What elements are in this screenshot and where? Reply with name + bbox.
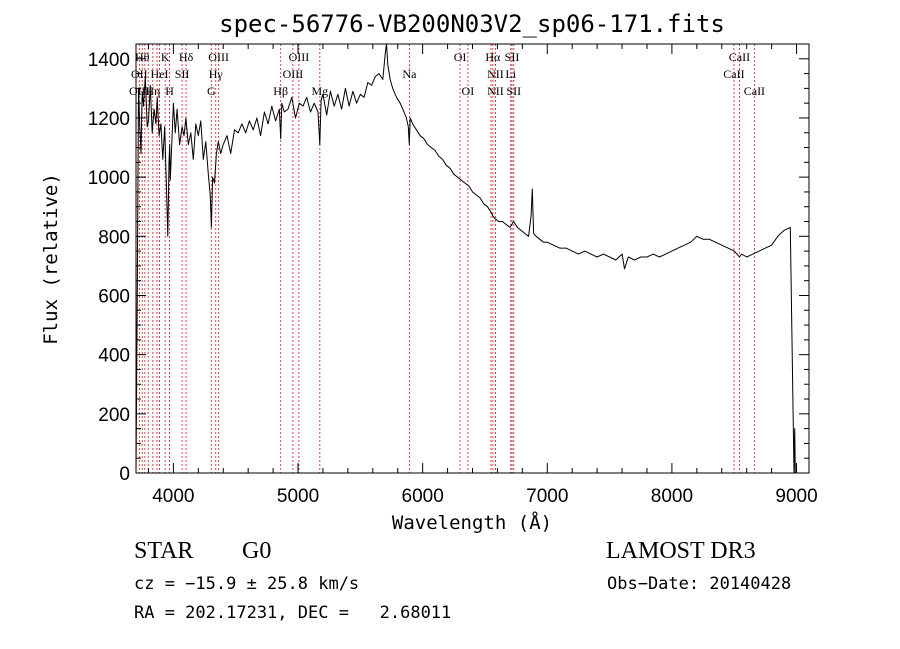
line-label-22: Hβ [273,84,288,98]
x-tick-label-4: 8000 [651,486,693,507]
line-label-5: OI [454,50,467,64]
y-tick-label-5: 1000 [88,168,130,189]
axis-ticks: 4000 5000 6000 7000 8000 9000 0 200 400 600 800 100… [88,44,818,507]
chart-title: spec-56776-VB200N03V2_sp06-171.fits [219,10,725,38]
y-tick-label-1: 200 [98,405,130,426]
line-label-14: Na [402,67,417,81]
spectrum-line-0 [135,43,796,474]
line-label-15: NII [487,67,504,81]
line-markers [138,44,755,473]
line-label-24: OI [462,84,475,98]
x-tick-label-5: 9000 [775,486,817,507]
redshift-velocity: cz = −15.9 ± 25.8 km/s [134,574,360,594]
line-label-19: Hη [145,84,160,98]
line-labels: Hθ K Hδ OIII OIII OI Hα SII CaII OII HeI SII Hγ OIII N… [129,50,765,98]
line-label-1: K [161,50,170,64]
object-class: STAR [134,538,194,564]
line-label-10: HeI [151,67,169,81]
coordinates: RA = 202.17231, DEC = 2.68011 [134,603,452,623]
y-tick-label-6: 1200 [88,109,130,130]
plot-frame [135,43,810,474]
line-label-7: SII [505,50,520,64]
line-label-20: H [165,84,174,98]
y-tick-label-3: 600 [98,286,130,307]
line-label-6: Hα [485,50,501,64]
line-label-8: CaII [729,50,750,64]
line-label-23: Mg [311,84,328,98]
x-tick-label-2: 6000 [402,486,444,507]
y-tick-label-7: 1400 [88,50,130,71]
object-subclass: G0 [242,538,272,564]
line-label-16: Li [505,67,516,81]
survey-name: LAMOST DR3 [606,538,756,564]
line-label-17: CaII [723,67,744,81]
y-tick-label-0: 0 [119,464,130,485]
line-label-4: OIII [289,50,310,64]
line-label-12: Hγ [209,67,224,81]
line-label-18: OIII [129,84,150,98]
y-tick-label-2: 400 [98,346,130,367]
line-label-26: SII [506,84,521,98]
line-label-21: G [207,84,216,98]
observation-date: Obs−Date: 20140428 [607,574,792,594]
line-label-0: Hθ [135,50,150,64]
x-axis-label: Wavelength (Å) [392,511,552,534]
x-tick-label-1: 5000 [277,486,319,507]
x-tick-label-3: 7000 [526,486,568,507]
line-label-25: NII [487,84,504,98]
line-label-11: SII [175,67,190,81]
x-tick-label-0: 4000 [152,486,194,507]
line-label-9: OII [131,67,148,81]
line-label-27: CaII [744,84,765,98]
y-tick-label-4: 800 [98,227,130,248]
spectrum-series [135,43,796,474]
y-axis-label: Flux (relative) [40,173,62,345]
line-label-2: Hδ [179,50,194,64]
line-label-3: OIII [208,50,229,64]
line-label-13: OIII [283,67,304,81]
